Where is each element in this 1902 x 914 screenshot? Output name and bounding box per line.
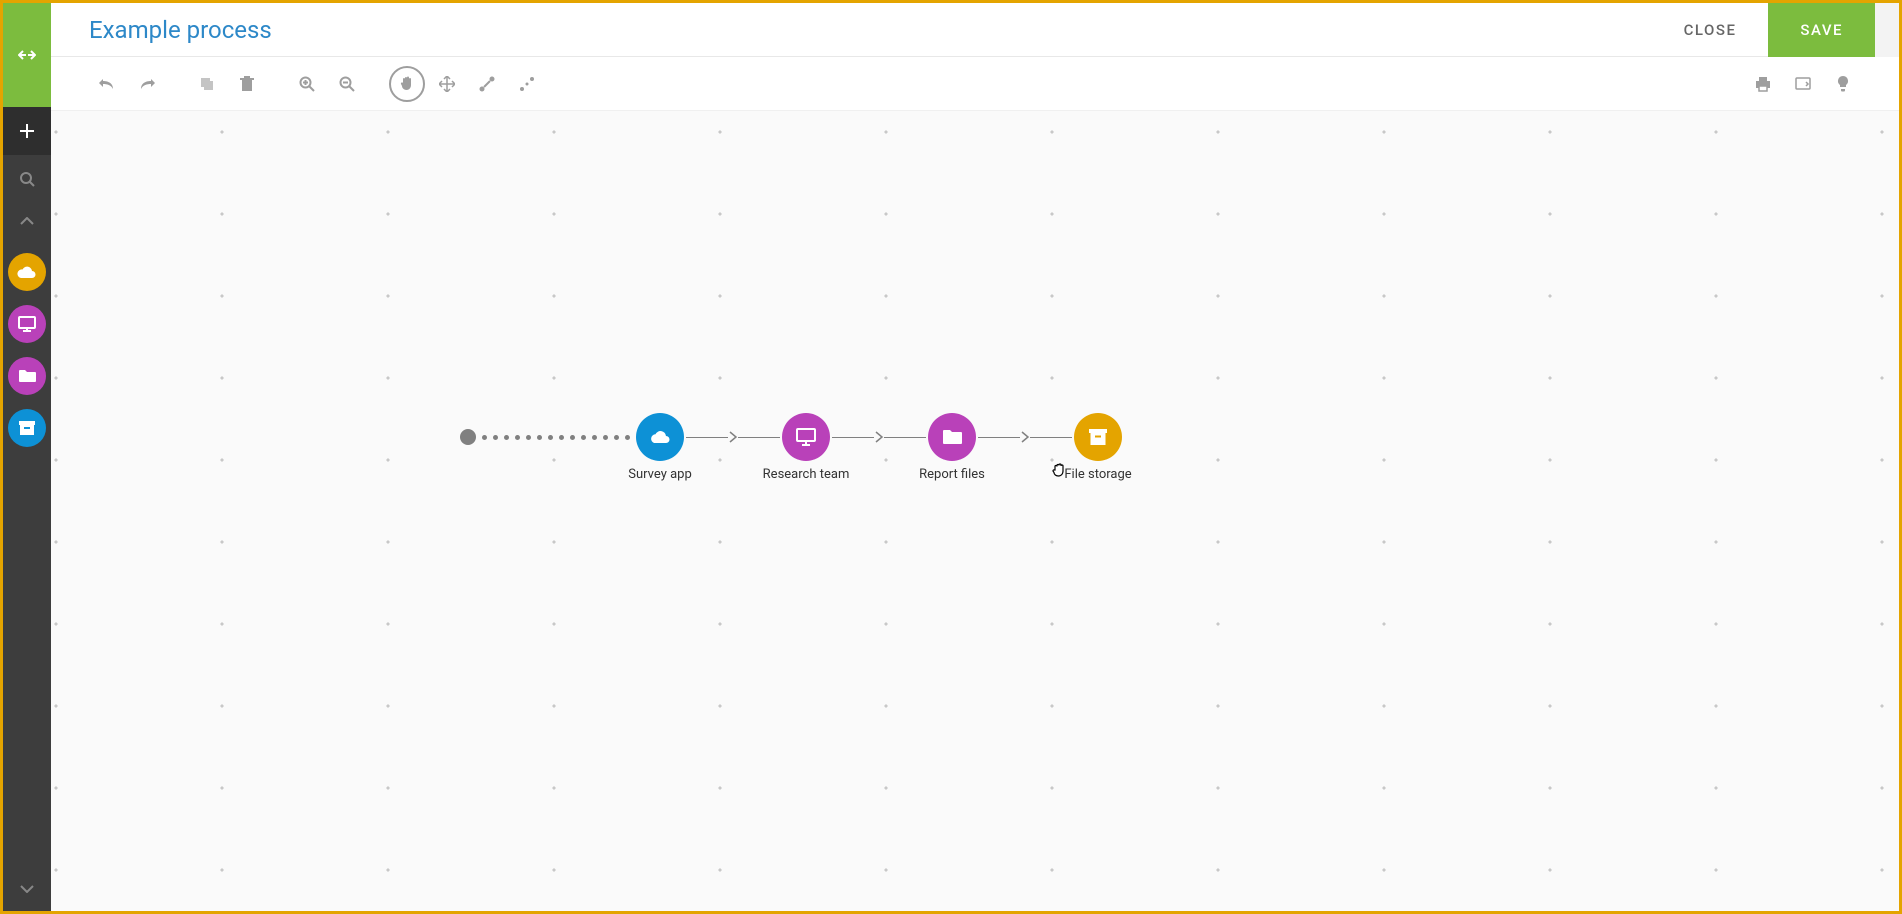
resize-handle[interactable] xyxy=(1875,3,1899,57)
print-icon xyxy=(1755,76,1771,92)
connect-tool-button[interactable] xyxy=(469,66,505,102)
flow-node-label: File storage xyxy=(1064,467,1131,482)
palette-cloud-node[interactable] xyxy=(8,253,46,291)
main: Example process CLOSE SAVE xyxy=(51,3,1899,911)
trash-icon xyxy=(240,76,254,92)
zoom-out-button[interactable] xyxy=(329,66,365,102)
undo-button[interactable] xyxy=(89,66,125,102)
canvas-grid xyxy=(51,111,1899,911)
canvas[interactable]: Survey app xyxy=(51,111,1899,911)
redo-icon xyxy=(139,77,155,91)
zoom-in-button[interactable] xyxy=(289,66,325,102)
flow-node-label: Research team xyxy=(763,467,850,482)
folder-icon xyxy=(942,429,962,445)
flow-node-survey-app[interactable]: Survey app xyxy=(636,413,684,461)
flow-connector xyxy=(978,430,1072,444)
delete-button[interactable] xyxy=(229,66,265,102)
archive-icon xyxy=(1088,428,1108,446)
undo-icon xyxy=(99,77,115,91)
monitor-icon xyxy=(18,316,36,332)
palette-monitor-node[interactable] xyxy=(8,305,46,343)
collapse-icon xyxy=(18,49,36,61)
screenshot-icon xyxy=(1795,77,1811,90)
palette-archive-node[interactable] xyxy=(8,409,46,447)
header: Example process CLOSE SAVE xyxy=(51,3,1899,57)
scroll-down-button[interactable] xyxy=(3,871,51,907)
hand-icon xyxy=(400,76,414,92)
zoom-out-icon xyxy=(339,76,355,92)
flow-dotted-connector xyxy=(476,435,636,440)
connect-icon xyxy=(479,76,495,92)
flow-node-report-files[interactable]: Report files xyxy=(928,413,976,461)
disconnect-tool-button[interactable] xyxy=(509,66,545,102)
palette-folder-node[interactable] xyxy=(8,357,46,395)
hint-button[interactable] xyxy=(1825,66,1861,102)
cloud-icon xyxy=(17,265,37,279)
print-button[interactable] xyxy=(1745,66,1781,102)
page-title: Example process xyxy=(89,16,1652,44)
sidebar xyxy=(3,3,51,911)
process-flow: Survey app xyxy=(460,413,1122,461)
flow-node-label: Survey app xyxy=(628,467,691,482)
chevron-down-icon xyxy=(20,885,34,893)
plus-icon xyxy=(18,122,36,140)
search-button[interactable] xyxy=(3,155,51,203)
flow-start-node[interactable] xyxy=(460,429,476,445)
sidebar-node-palette xyxy=(8,239,46,447)
flow-connector xyxy=(832,430,926,444)
copy-icon xyxy=(199,76,215,92)
scroll-up-button[interactable] xyxy=(3,203,51,239)
flow-node-file-storage[interactable]: File storage xyxy=(1074,413,1122,461)
move-icon xyxy=(439,76,455,92)
move-tool-button[interactable] xyxy=(429,66,465,102)
zoom-in-icon xyxy=(299,76,315,92)
chevron-up-icon xyxy=(20,217,34,225)
save-button[interactable]: SAVE xyxy=(1768,3,1875,57)
grab-cursor xyxy=(1051,461,1069,483)
flow-node-label: Report files xyxy=(919,467,985,482)
add-button[interactable] xyxy=(3,107,51,155)
sidebar-collapse-panel[interactable] xyxy=(3,3,51,107)
redo-button[interactable] xyxy=(129,66,165,102)
toolbar xyxy=(51,57,1899,111)
flow-connector xyxy=(686,430,780,444)
copy-button[interactable] xyxy=(189,66,225,102)
flow-node-research-team[interactable]: Research team xyxy=(782,413,830,461)
close-button[interactable]: CLOSE xyxy=(1652,3,1769,57)
archive-icon xyxy=(18,420,36,436)
disconnect-icon xyxy=(519,76,535,92)
screenshot-button[interactable] xyxy=(1785,66,1821,102)
bulb-icon xyxy=(1837,76,1849,92)
folder-icon xyxy=(18,369,36,383)
pan-tool-button[interactable] xyxy=(389,66,425,102)
search-icon xyxy=(19,171,35,187)
cloud-icon xyxy=(649,429,671,445)
monitor-icon xyxy=(796,428,816,446)
